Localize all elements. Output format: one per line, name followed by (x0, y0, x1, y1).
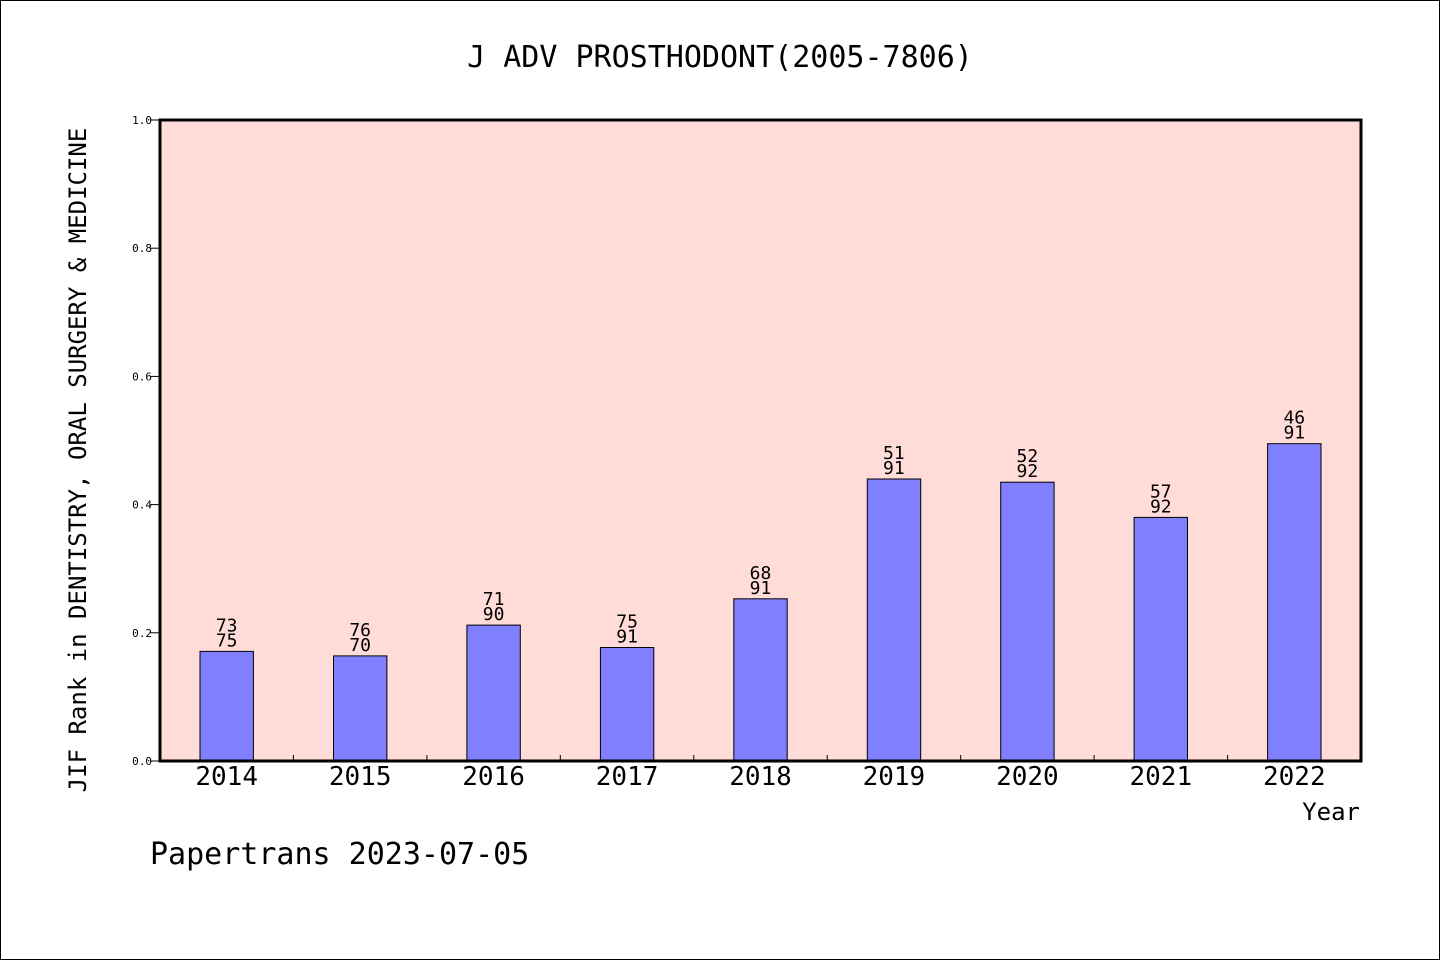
bar-2018 (733, 598, 788, 762)
bar-2015 (333, 655, 388, 762)
bar-label-top-2016: 71 (483, 589, 505, 610)
bar-2014 (199, 650, 254, 762)
bar-label-bottom-2014: 75 (216, 630, 238, 651)
bar-label-bottom-2021: 92 (1150, 496, 1172, 517)
y-tick-label-0.4: 0.4 (132, 499, 152, 512)
bar-label-top-2021: 57 (1150, 481, 1172, 502)
x-tick-label-2021: 2021 (1129, 762, 1192, 792)
x-tick-label-2017: 2017 (596, 762, 659, 792)
x-tick-label-2019: 2019 (863, 762, 926, 792)
bar-label-bottom-2015: 70 (349, 635, 371, 656)
y-tick-label-0.2: 0.2 (132, 627, 152, 640)
bar-label-top-2017: 75 (616, 612, 638, 633)
x-tick-label-2022: 2022 (1263, 762, 1326, 792)
y-tick-label-0.0: 0.0 (132, 755, 152, 768)
bar-label-top-2019: 51 (883, 443, 905, 464)
x-tick-label-2018: 2018 (729, 762, 792, 792)
bar-2020 (1000, 481, 1055, 762)
bar-label-top-2014: 73 (216, 615, 238, 636)
y-tick-label-0.8: 0.8 (132, 242, 152, 255)
bar-2022 (1267, 443, 1322, 762)
bar-label-bottom-2019: 91 (883, 458, 905, 479)
y-axis-label: JIF Rank in DENTISTRY, ORAL SURGERY & ME… (64, 128, 92, 793)
bar-2017 (599, 647, 655, 762)
y-tick-label-0.6: 0.6 (132, 370, 152, 383)
x-axis-label: Year (1302, 798, 1360, 826)
x-tick-label-2020: 2020 (996, 762, 1059, 792)
bar-2016 (466, 624, 521, 762)
bar-label-top-2018: 68 (750, 563, 772, 584)
bar-2019 (866, 478, 922, 762)
x-tick-label-2016: 2016 (462, 762, 525, 792)
bar-label-top-2015: 76 (349, 620, 371, 641)
chart-title: J ADV PROSTHODONT(2005-7806) (467, 40, 973, 75)
footer-credit: Papertrans 2023-07-05 (150, 837, 529, 872)
x-tick-label-2015: 2015 (329, 762, 392, 792)
bar-label-top-2022: 46 (1283, 408, 1305, 429)
bar-label-bottom-2022: 91 (1283, 423, 1305, 444)
bar-label-bottom-2016: 90 (483, 604, 505, 625)
bar-label-bottom-2018: 91 (750, 578, 772, 599)
bar-2021 (1133, 516, 1188, 762)
bar-label-top-2020: 52 (1017, 446, 1039, 467)
x-tick-label-2014: 2014 (195, 762, 258, 792)
bar-label-bottom-2020: 92 (1017, 461, 1039, 482)
y-tick-label-1.0: 1.0 (132, 114, 152, 127)
bar-label-bottom-2017: 91 (616, 627, 638, 648)
plot-border (158, 118, 1363, 763)
